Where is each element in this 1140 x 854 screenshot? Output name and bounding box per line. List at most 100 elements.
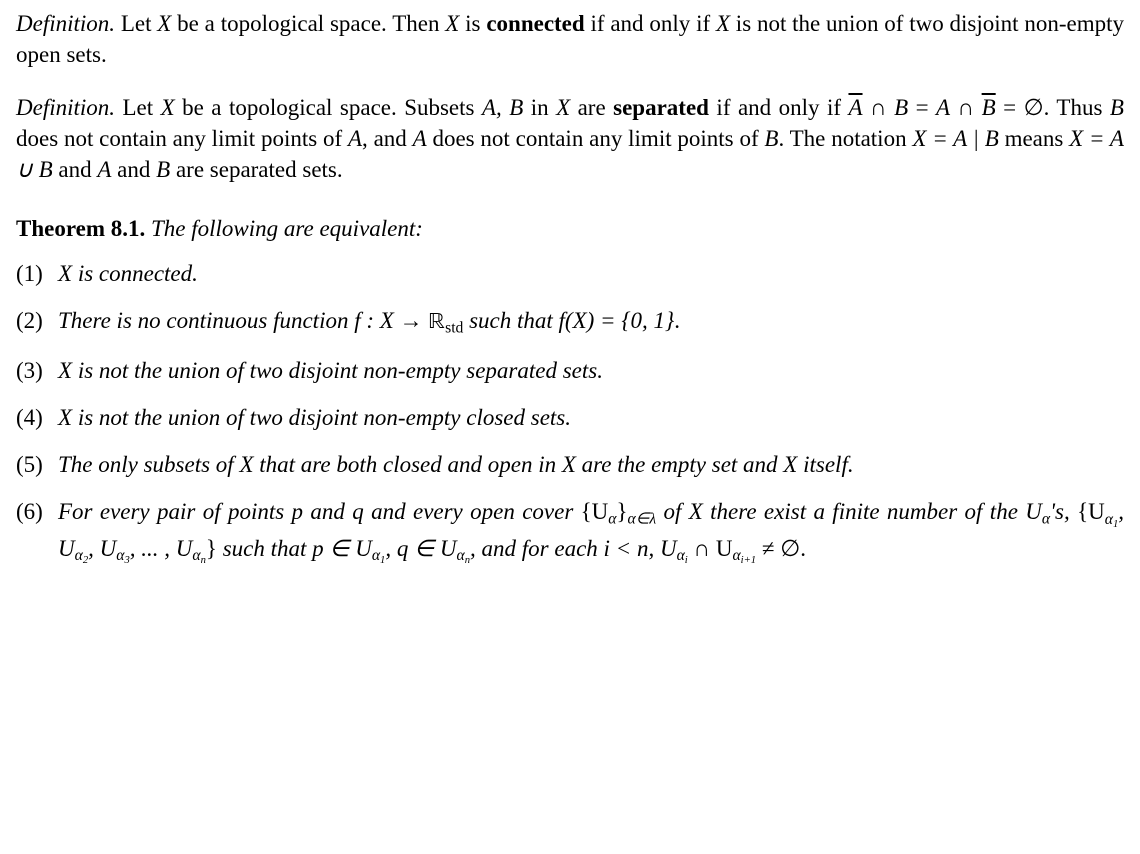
math-cover-open: {U bbox=[581, 499, 609, 524]
math-sub: α1 bbox=[1105, 511, 1119, 528]
math-U: U bbox=[1025, 499, 1042, 524]
text: be a topological space. Subsets bbox=[175, 95, 482, 120]
math-sub: α bbox=[1042, 511, 1050, 528]
text: if and only if bbox=[709, 95, 849, 120]
math-sub: α bbox=[608, 511, 616, 528]
item-content: X is not the union of two disjoint non-e… bbox=[58, 402, 1124, 433]
math-A: A bbox=[348, 126, 362, 151]
list-item: (5) The only subsets of X that are both … bbox=[16, 449, 1124, 480]
text: of bbox=[656, 499, 689, 524]
text: and bbox=[111, 157, 156, 182]
math-X: X bbox=[157, 11, 171, 36]
theorem-label: Theorem 8.1. bbox=[16, 216, 145, 241]
math-sub: std bbox=[445, 320, 463, 337]
text: is bbox=[459, 11, 486, 36]
math-overline-B: B bbox=[982, 95, 996, 120]
text: There is no continuous function bbox=[58, 308, 354, 333]
text: Let bbox=[115, 95, 161, 120]
math-B: B bbox=[894, 95, 908, 120]
theorem-list: (1) X is connected. (2) There is no cont… bbox=[16, 258, 1124, 568]
text: 's, bbox=[1050, 499, 1077, 524]
item-content: The only subsets of X that are both clos… bbox=[58, 449, 1124, 480]
text: . bbox=[674, 308, 680, 333]
definition-label: Definition. bbox=[16, 11, 115, 36]
item-number: (5) bbox=[16, 449, 58, 480]
math-A: A bbox=[936, 95, 950, 120]
math-dots: , ... , U bbox=[130, 536, 193, 561]
math-sub: α2 bbox=[75, 547, 89, 564]
math-A: A bbox=[413, 126, 427, 151]
text: does not contain any limit points of bbox=[16, 126, 348, 151]
math-X: X bbox=[562, 452, 576, 477]
math-qin: q ∈ U bbox=[397, 536, 457, 561]
text: in bbox=[523, 95, 556, 120]
text: and bbox=[303, 499, 352, 524]
theorem-statement: The following are equivalent: bbox=[145, 216, 423, 241]
math-X: X bbox=[161, 95, 175, 120]
math-X: X bbox=[58, 358, 72, 383]
math-overline-A: A bbox=[848, 95, 862, 120]
math-AB: A, B bbox=[482, 95, 523, 120]
math-B: B bbox=[1110, 95, 1124, 120]
text: For every pair of points bbox=[58, 499, 292, 524]
math-sub: α1 bbox=[372, 547, 386, 564]
math-p: p bbox=[292, 499, 304, 524]
math-brace: } bbox=[617, 499, 628, 524]
item-content: X is not the union of two disjoint non-e… bbox=[58, 355, 1124, 386]
item-content: For every pair of points p and q and eve… bbox=[58, 496, 1124, 568]
math-X: X bbox=[556, 95, 570, 120]
math-neq: ≠ ∅. bbox=[756, 536, 806, 561]
text: , and for each bbox=[470, 536, 604, 561]
term-connected: connected bbox=[486, 11, 584, 36]
math-X: X bbox=[58, 261, 72, 286]
math-X: X bbox=[716, 11, 730, 36]
theorem-8-1: Theorem 8.1. The following are equivalen… bbox=[16, 213, 1124, 569]
math-f: f : X → bbox=[354, 308, 428, 333]
text: are separated sets. bbox=[170, 157, 342, 182]
list-item: (6) For every pair of points p and q and… bbox=[16, 496, 1124, 568]
math-sub: αn bbox=[192, 547, 206, 564]
text: there exist a finite number of the bbox=[703, 499, 1025, 524]
math-notation: X = A | B bbox=[912, 126, 998, 151]
math-fX: f(X) = {0, 1} bbox=[559, 308, 675, 333]
math-X: X bbox=[239, 452, 253, 477]
list-item: (4) X is not the union of two disjoint n… bbox=[16, 402, 1124, 433]
item-number: (1) bbox=[16, 258, 58, 289]
text: . Thus bbox=[1044, 95, 1110, 120]
text: are the empty set and bbox=[576, 452, 783, 477]
definition-2: Definition. Let X be a topological space… bbox=[16, 92, 1124, 185]
text: means bbox=[999, 126, 1069, 151]
math-R: ℝ bbox=[428, 311, 445, 334]
math-sub: αi bbox=[677, 547, 688, 564]
math-op: ∩ bbox=[950, 95, 982, 120]
math-set-open: {U bbox=[1077, 499, 1105, 524]
math-X: X bbox=[783, 452, 797, 477]
text: . The notation bbox=[778, 126, 912, 151]
math-pin: p ∈ U bbox=[312, 536, 372, 561]
math-X: X bbox=[445, 11, 459, 36]
math-X: X bbox=[58, 405, 72, 430]
item-number: (4) bbox=[16, 402, 58, 433]
item-content: There is no continuous function f : X → … bbox=[58, 305, 1124, 339]
theorem-header: Theorem 8.1. The following are equivalen… bbox=[16, 213, 1124, 244]
item-number: (2) bbox=[16, 305, 58, 339]
item-number: (6) bbox=[16, 496, 58, 568]
math-q: q bbox=[352, 499, 364, 524]
math-sub: α∈λ bbox=[628, 511, 657, 528]
text: itself. bbox=[797, 452, 853, 477]
math-comma: , U bbox=[88, 536, 116, 561]
math-cap: ∩ U bbox=[688, 536, 733, 561]
math-empty: ∅ bbox=[1024, 95, 1044, 120]
text: such that bbox=[217, 536, 312, 561]
math-A: A bbox=[97, 157, 111, 182]
text: that are both closed and open in bbox=[254, 452, 562, 477]
text: and every open cover bbox=[364, 499, 581, 524]
text: does not contain any limit points of bbox=[427, 126, 765, 151]
math-B: B bbox=[156, 157, 170, 182]
math-sub: αn bbox=[457, 547, 471, 564]
math-iln: i < n, U bbox=[604, 536, 677, 561]
text: if and only if bbox=[585, 11, 716, 36]
math-sub: α3 bbox=[116, 547, 130, 564]
text: be a topological space. Then bbox=[171, 11, 445, 36]
definition-label: Definition. bbox=[16, 95, 115, 120]
